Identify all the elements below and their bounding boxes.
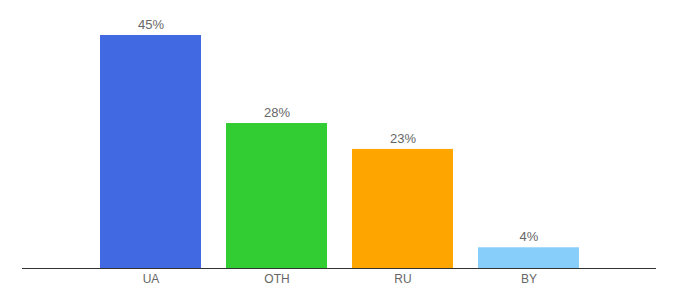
svg-text:23%: 23%: [390, 131, 416, 146]
svg-text:4%: 4%: [520, 229, 539, 244]
svg-text:RU: RU: [394, 272, 411, 286]
svg-text:BY: BY: [521, 272, 537, 286]
svg-text:UA: UA: [143, 272, 160, 286]
svg-text:45%: 45%: [138, 17, 164, 32]
svg-text:OTH: OTH: [264, 272, 289, 286]
svg-text:28%: 28%: [264, 105, 290, 120]
